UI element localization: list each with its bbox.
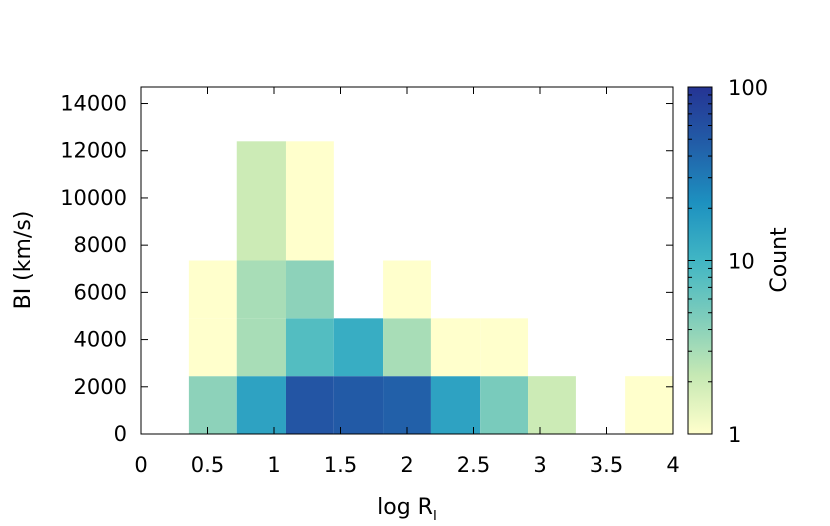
heatmap-cell [430, 318, 481, 377]
colorbar-ticks: 1 10 100 [688, 76, 768, 447]
x-axis: 0 0.5 1 1.5 2 2.5 3 3.5 4 [134, 87, 680, 477]
heatmap-cell [236, 260, 286, 319]
y-tick-label: 10000 [60, 186, 127, 210]
y-tick-label: 6000 [74, 280, 127, 304]
x-tick-label: 2.5 [457, 453, 490, 477]
x-tick-label: 3 [533, 453, 546, 477]
heatmap-cell [625, 376, 673, 434]
y-tick-label: 14000 [60, 92, 127, 116]
heatmap-cell [383, 376, 431, 434]
heatmap-cell [188, 376, 237, 434]
y-axis: 0 2000 4000 6000 8000 10000 12000 14000 [60, 92, 673, 446]
colorbar-label: Count [767, 227, 792, 293]
x-axis-label-subscript: I [433, 509, 437, 524]
x-tick-label: 1 [267, 453, 280, 477]
y-axis-label: BI (km/s) [11, 211, 36, 310]
heatmap-cell [528, 376, 576, 434]
heatmap-cell [236, 318, 286, 377]
heatmap-cell [430, 376, 481, 434]
y-tick-label: 4000 [74, 328, 127, 352]
y-tick-label: 0 [114, 422, 127, 446]
y-tick-label: 12000 [60, 139, 127, 163]
heatmap-cell [480, 376, 529, 434]
y-tick-label: 2000 [74, 375, 127, 399]
heatmap-cell [236, 141, 286, 261]
x-tick-label: 0.5 [191, 453, 224, 477]
heatmap-cell [285, 141, 334, 261]
heatmap-cell [480, 318, 529, 377]
x-tick-label: 1.5 [324, 453, 357, 477]
heatmap-cell [188, 260, 237, 319]
heatmap-cells [188, 141, 673, 434]
heatmap-cell [333, 318, 384, 377]
heatmap-cell [383, 260, 431, 319]
heatmap-cell [285, 260, 334, 319]
heatmap-cell [188, 318, 237, 377]
heatmap-cell [285, 318, 334, 377]
x-axis-label: log RI [377, 495, 437, 524]
colorbar-tick-label: 100 [728, 76, 768, 100]
colorbar-tick-label: 1 [728, 423, 741, 447]
heatmap-cell [333, 376, 384, 434]
heatmap-cell [383, 318, 431, 377]
colorbar-tick-label: 10 [728, 250, 755, 274]
x-tick-label: 0 [134, 453, 147, 477]
x-tick-label: 4 [666, 453, 679, 477]
heatmap-cell [285, 376, 334, 434]
heatmap-cell [236, 376, 286, 434]
x-tick-label: 2 [400, 453, 413, 477]
x-tick-label: 3.5 [590, 453, 623, 477]
x-axis-label-main: log R [377, 495, 433, 520]
y-tick-label: 8000 [74, 233, 127, 257]
